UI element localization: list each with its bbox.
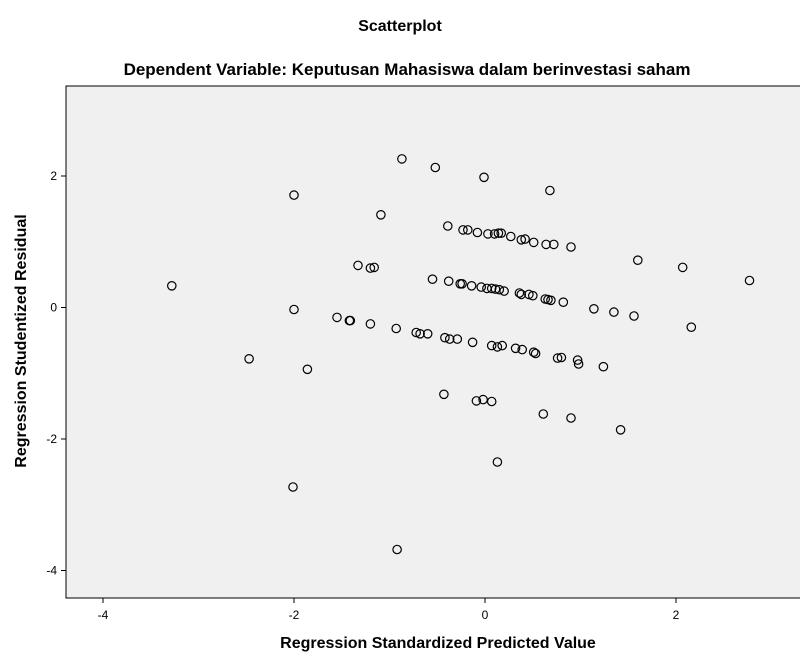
scatter-point <box>289 190 299 200</box>
scatter-point <box>462 225 473 235</box>
scatter-point <box>632 255 643 265</box>
y-axis-ticks: 2 0 -2 -4 <box>46 169 66 578</box>
scatter-point <box>572 355 583 365</box>
scatter-point <box>615 424 626 435</box>
scatter-point <box>548 239 559 250</box>
y-tick-label: -4 <box>46 564 57 578</box>
scatter-point <box>629 311 639 321</box>
scatter-point <box>457 278 467 289</box>
scatter-point <box>486 396 497 407</box>
scatter-point <box>492 342 503 352</box>
scatter-point <box>476 282 486 292</box>
scatter-point <box>443 276 454 286</box>
scatter-point <box>365 263 376 273</box>
y-tick-label: -2 <box>46 432 57 446</box>
scatter-point <box>288 482 298 492</box>
scatter-point <box>483 229 493 239</box>
scatter-point <box>494 284 505 295</box>
scatter-point <box>686 322 697 332</box>
scatter-point <box>514 288 525 298</box>
scatter-point <box>497 340 507 351</box>
scatter-point <box>353 260 363 271</box>
plot-area <box>65 85 800 599</box>
y-tick-label: 0 <box>50 301 57 315</box>
scatter-point <box>573 359 584 369</box>
scatter-point <box>530 348 541 359</box>
scatter-point <box>492 457 503 467</box>
scatter-point <box>489 229 500 239</box>
scatter-point <box>365 319 376 329</box>
scatter-point <box>499 286 509 296</box>
scatter-point <box>302 364 313 375</box>
scatter-point <box>167 280 177 291</box>
scatter-point <box>520 234 530 244</box>
scatter-point <box>397 154 407 164</box>
scatter-point <box>744 275 755 286</box>
x-tick-label: 2 <box>673 608 680 622</box>
scatter-point <box>516 289 527 300</box>
scatter-point <box>472 227 483 238</box>
scatter-point <box>566 242 576 252</box>
scatter-point <box>589 303 599 314</box>
scatter-point <box>486 283 497 294</box>
scatter-point <box>376 210 386 220</box>
scatter-point <box>345 315 356 326</box>
scatter-point <box>510 343 521 354</box>
scatter-point <box>493 228 504 238</box>
x-tick-label: -4 <box>98 608 109 622</box>
scatter-point <box>496 228 506 238</box>
scatter-point <box>444 334 455 344</box>
scatter-point <box>332 312 342 323</box>
x-axis-label: Regression Standardized Predicted Value <box>280 635 596 652</box>
scatter-point <box>427 274 438 284</box>
scatter-point <box>471 396 482 406</box>
scatter-point <box>566 413 576 423</box>
scatter-point <box>466 280 477 291</box>
scatter-point <box>452 334 463 344</box>
scatter-point <box>486 340 497 351</box>
scatter-point <box>528 237 539 248</box>
scatter-point <box>391 323 401 334</box>
scatter-point <box>244 353 254 364</box>
chart-subtitle: Dependent Variable: Keputusan Mahasiswa … <box>124 60 691 79</box>
scatter-point <box>392 544 402 555</box>
scatter-point <box>546 295 556 306</box>
y-axis-label: Regression Studentized Residual <box>13 214 30 467</box>
scatter-point <box>369 262 379 273</box>
scatter-point <box>545 185 555 196</box>
scatter-point <box>516 235 527 245</box>
scatter-point <box>490 284 501 294</box>
x-tick-label: -2 <box>289 608 300 622</box>
scatter-point <box>552 353 563 363</box>
scatter-point <box>558 297 569 307</box>
scatter-point <box>289 304 299 315</box>
data-points <box>167 154 755 555</box>
scatter-point <box>598 361 609 372</box>
scatter-point <box>440 332 450 343</box>
x-tick-label: 0 <box>482 608 489 622</box>
scatter-point <box>467 337 478 348</box>
scatter-point <box>517 344 527 355</box>
scatter-point <box>527 290 538 301</box>
scatter-point <box>458 225 468 235</box>
scatter-point <box>411 327 421 338</box>
scatter-point <box>538 409 549 419</box>
scatter-point <box>439 389 449 400</box>
scatter-point <box>528 347 539 357</box>
scatter-point <box>524 289 534 300</box>
scatter-point <box>479 172 489 183</box>
x-axis-ticks: -4 -2 0 2 <box>98 598 680 622</box>
scatter-point <box>430 162 441 173</box>
scatter-point <box>609 307 619 317</box>
scatter-point <box>415 328 425 339</box>
scatter-point <box>442 221 453 231</box>
scatter-point <box>505 231 516 242</box>
scatter-point <box>556 352 567 363</box>
y-tick-label: 2 <box>50 169 57 183</box>
chart-title: Scatterplot <box>358 18 442 35</box>
scatter-point <box>677 262 688 273</box>
scatter-point <box>422 328 433 339</box>
scatter-point <box>541 239 551 250</box>
